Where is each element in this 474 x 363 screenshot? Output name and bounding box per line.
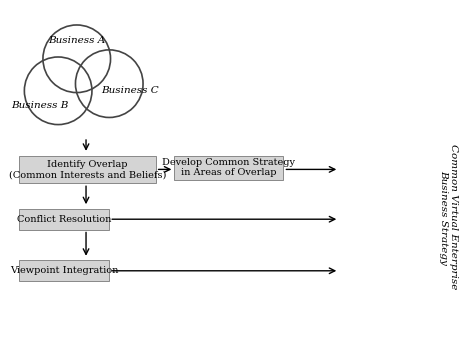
Text: Identify Overlap
(Common Interests and Beliefs): Identify Overlap (Common Interests and B… bbox=[9, 160, 166, 179]
Text: Common Virtual Enterprise
Business Strategy: Common Virtual Enterprise Business Strat… bbox=[438, 144, 458, 290]
Text: Business B: Business B bbox=[11, 101, 68, 110]
Text: Conflict Resolution: Conflict Resolution bbox=[17, 215, 111, 224]
Text: Develop Common Strategy
in Areas of Overlap: Develop Common Strategy in Areas of Over… bbox=[163, 158, 295, 178]
Text: Viewpoint Integration: Viewpoint Integration bbox=[10, 266, 118, 275]
FancyBboxPatch shape bbox=[18, 261, 109, 281]
FancyBboxPatch shape bbox=[18, 209, 109, 229]
Text: Business A: Business A bbox=[48, 37, 105, 45]
FancyBboxPatch shape bbox=[174, 155, 283, 180]
Text: Business C: Business C bbox=[101, 86, 159, 95]
FancyBboxPatch shape bbox=[18, 155, 155, 183]
